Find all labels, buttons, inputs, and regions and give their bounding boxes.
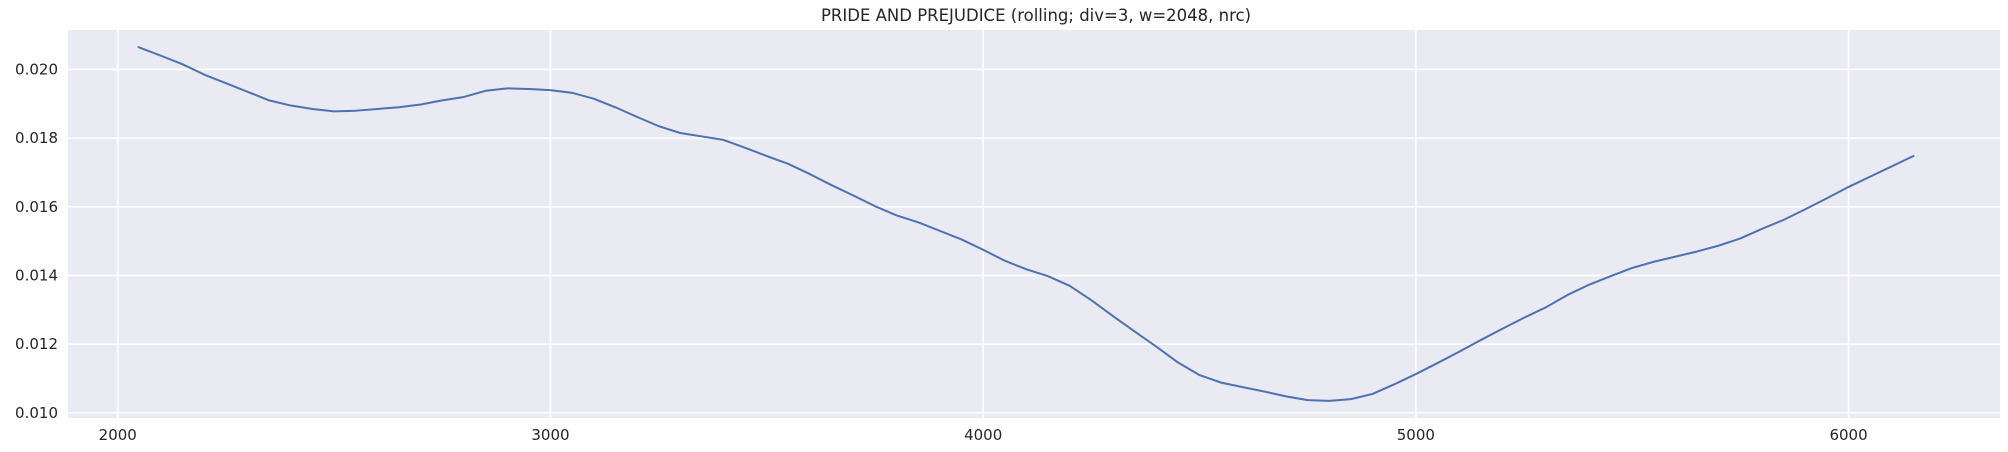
y-tick-label: 0.020 <box>15 60 58 78</box>
x-tick-label: 6000 <box>1829 426 1867 444</box>
chart-title: PRIDE AND PREJUDICE (rolling; div=3, w=2… <box>821 6 1251 25</box>
x-axis: 2000 3000 4000 5000 6000 <box>99 426 1868 444</box>
y-tick-label: 0.018 <box>15 129 58 147</box>
y-axis: 0.010 0.012 0.014 0.016 0.018 0.020 <box>15 60 58 421</box>
y-tick-label: 0.010 <box>15 404 58 422</box>
x-tick-label: 3000 <box>531 426 569 444</box>
plot-background <box>68 30 2000 418</box>
x-tick-label: 4000 <box>964 426 1002 444</box>
x-tick-label: 2000 <box>99 426 137 444</box>
plot-area <box>68 30 2000 418</box>
y-tick-label: 0.014 <box>15 267 58 285</box>
y-tick-label: 0.016 <box>15 198 58 216</box>
x-tick-label: 5000 <box>1397 426 1435 444</box>
series-line <box>137 46 1915 402</box>
y-tick-label: 0.012 <box>15 335 58 353</box>
